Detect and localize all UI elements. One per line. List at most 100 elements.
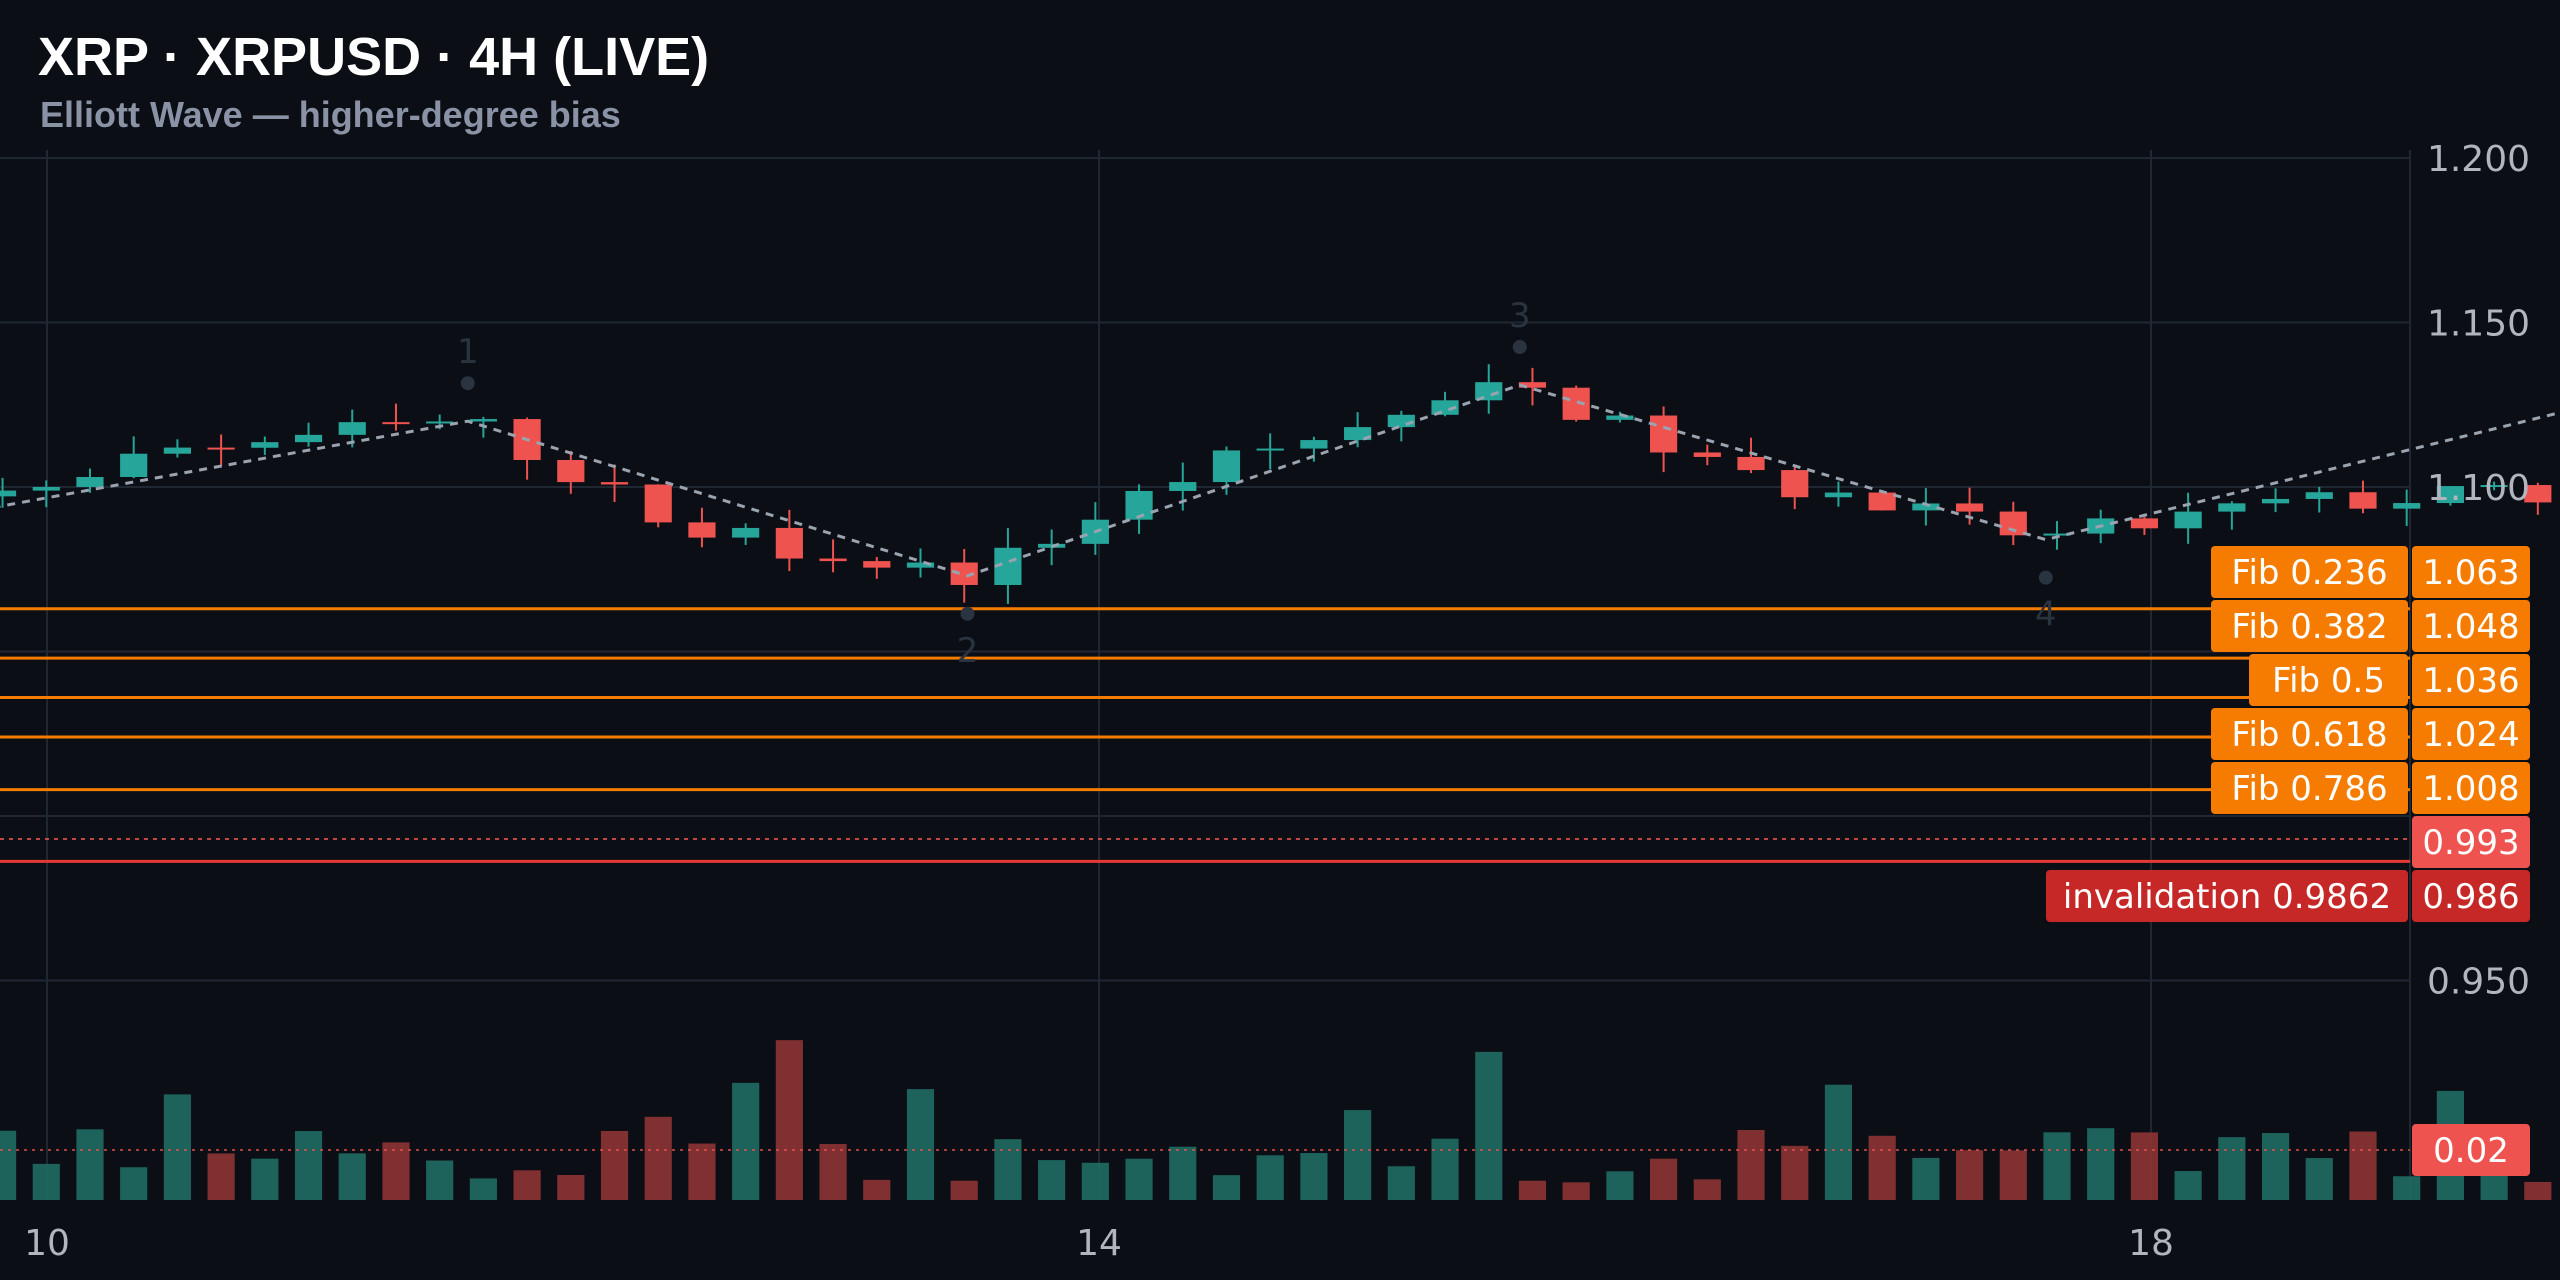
volume-bar: [2393, 1176, 2421, 1200]
volume-bar: [644, 1116, 672, 1200]
impulse-wave-label: 2: [957, 631, 979, 671]
candle-body: [1912, 503, 1940, 511]
fib-price-tag-box: [2412, 762, 2530, 814]
volume-bar: [76, 1129, 104, 1200]
candle-body: [732, 527, 760, 538]
volume-bar: [1824, 1084, 1853, 1200]
fib-label: Fib 0.618: [2231, 715, 2387, 755]
fib-label-box: [2249, 654, 2408, 706]
candle-body: [2436, 486, 2464, 504]
x-tick-label: 18: [2128, 1223, 2174, 1264]
candle-body: [1606, 415, 1634, 420]
volume-bar: [1606, 1171, 1634, 1200]
volume-bar: [469, 1178, 497, 1200]
fib-price-tag-box: [2412, 546, 2530, 598]
impulse-wave-path: [0, 383, 2560, 578]
fib-label-box: [2211, 762, 2408, 814]
volume-bar: [1475, 1051, 1503, 1200]
candle-body: [775, 527, 803, 559]
candle-body: [1824, 492, 1853, 498]
volume-bar: [513, 1170, 541, 1200]
volume-bar: [1256, 1155, 1284, 1200]
volume-bar: [2087, 1128, 2115, 1200]
volume-bar: [2174, 1171, 2202, 1200]
candle-body: [906, 562, 935, 568]
volume-bar: [251, 1158, 279, 1200]
volume-bar: [1081, 1162, 1109, 1200]
invalidation-level: [0, 838, 2410, 863]
candle-body: [251, 442, 279, 448]
volume-bar: [688, 1143, 716, 1200]
volume-bar: [1344, 1110, 1372, 1200]
candle-body: [688, 522, 716, 538]
candles: [0, 364, 2552, 604]
candle-body: [120, 453, 148, 478]
x-tick-label: 10: [24, 1223, 70, 1264]
candle-body: [294, 434, 323, 443]
volume-bar: [819, 1144, 847, 1200]
price-tags: Fib 0.236 1.063 Fib 0.382 1.048 Fib 0.5 1.036…: [2046, 546, 2530, 1176]
volume-bar: [2349, 1131, 2377, 1200]
fib-label: Fib 0.5: [2272, 661, 2385, 701]
candle-body: [163, 447, 191, 454]
impulse-wave-marker: [960, 606, 975, 621]
candle-body: [1650, 415, 1678, 453]
volume-bar: [1999, 1150, 2027, 1200]
candle-body: [2261, 498, 2290, 504]
impulse-wave-label: 3: [1509, 296, 1531, 336]
candle-body: [0, 490, 17, 497]
x-tick-label: 14: [1076, 1223, 1122, 1264]
fib-levels: [0, 607, 2410, 792]
candle-body: [1737, 456, 1765, 471]
candle-body: [863, 561, 891, 568]
candle-body: [1256, 448, 1284, 451]
candle-body: [1562, 387, 1590, 420]
fib-price-tag-text: 1.036: [2422, 661, 2519, 701]
candle-body: [1518, 382, 1547, 388]
volume-bar: [338, 1153, 366, 1200]
last-price-tag-text: 0.993: [2422, 823, 2519, 863]
candle-body: [2524, 485, 2552, 503]
candle-body: [1431, 400, 1459, 415]
volume-bar: [1912, 1157, 1940, 1200]
invalidation-price-tag-box: [2412, 870, 2530, 922]
invalidation-label: invalidation 0.9862: [2063, 877, 2391, 917]
impulse-wave-marker: [1512, 340, 1527, 355]
impulse-wave-label: 1: [457, 332, 479, 372]
volume-bar: [2261, 1133, 2290, 1200]
volume-bar: [163, 1094, 191, 1200]
volume-tag-text: 0.02: [2433, 1131, 2509, 1171]
fib-label-box: [2211, 708, 2408, 760]
candle-body: [2349, 492, 2377, 509]
candle-body: [2218, 503, 2246, 512]
volume-tag-box: [2412, 1124, 2530, 1176]
volume-bar: [1300, 1153, 1328, 1200]
volume-bar: [994, 1139, 1022, 1200]
volume-bar: [2305, 1158, 2333, 1200]
volume-bar: [906, 1089, 935, 1200]
volume-bar: [600, 1130, 629, 1200]
volume-bar: [32, 1163, 60, 1200]
chart-title: XRP · XRPUSD · 4H (LIVE): [38, 27, 710, 87]
candle-body: [2305, 492, 2333, 499]
volume-bar: [2043, 1132, 2071, 1200]
candle-body: [600, 482, 629, 485]
candle-body: [1868, 492, 1896, 511]
volume-bar: [1518, 1180, 1547, 1200]
candle-body: [1344, 427, 1372, 441]
fib-label-box: [2211, 600, 2408, 652]
candle-body: [1125, 490, 1153, 520]
invalidation-price-tag-text: 0.986: [2422, 877, 2519, 917]
volume-bar: [382, 1142, 410, 1200]
volume-bar: [1693, 1179, 1721, 1200]
volume-bar: [2218, 1137, 2246, 1200]
candle-body: [32, 486, 60, 491]
fib-price-tag-box: [2412, 708, 2530, 760]
volume-bar: [1169, 1146, 1197, 1200]
last-price-tag-box: [2412, 816, 2530, 868]
candle-body: [338, 422, 366, 435]
candle-body: [557, 459, 585, 483]
fib-price-tag-box: [2412, 654, 2530, 706]
volume-bar: [1431, 1138, 1459, 1200]
